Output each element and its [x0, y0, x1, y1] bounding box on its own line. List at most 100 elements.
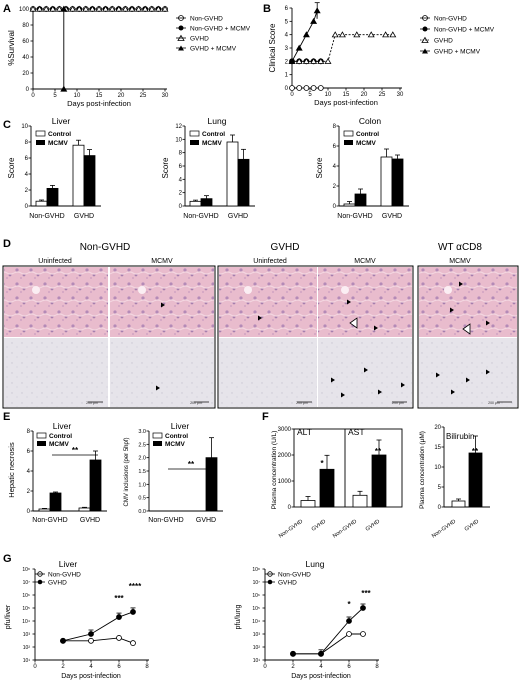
d-arrowhead-icon — [466, 377, 470, 383]
d-group-frame — [417, 265, 519, 409]
d-arrowhead-icon — [341, 392, 345, 398]
f-ytick: 1000 — [278, 479, 292, 485]
c-group-labels: Non-GVHD GVHD Non-GVHD GVHD Non-GVHD GVH… — [29, 213, 402, 220]
d-arrowhead-icon — [451, 389, 455, 395]
c-liver-bar — [83, 155, 96, 207]
e-group-label: Non-GVHD — [32, 517, 67, 524]
e-necrosis-bar — [38, 508, 51, 512]
b-xtick: 25 — [379, 92, 386, 98]
g-liver-series-line — [62, 611, 134, 642]
c-ytick: 4 — [25, 172, 29, 178]
f-bili-title: Bilirubin — [446, 432, 474, 441]
a-point — [148, 5, 156, 12]
g-liver-sig2: **** — [129, 582, 142, 591]
c-legend-item: MCMV — [48, 140, 69, 147]
d-ihc-micrograph — [4, 338, 108, 407]
panel-a-label: A — [3, 3, 11, 15]
f-ylabel-right: Plasma concentration (μM) — [419, 431, 426, 509]
b-point — [295, 44, 303, 51]
d-arrowhead-icon — [486, 369, 490, 375]
f-left-frame — [293, 428, 403, 508]
a-ytick: 20 — [22, 71, 29, 77]
b-point — [389, 31, 397, 38]
f-ytick: 3000 — [278, 427, 292, 433]
e-left-title: Liver — [53, 421, 72, 431]
e-ytick: 8 — [27, 429, 31, 435]
a-point — [121, 5, 129, 12]
e-legend-item: MCMV — [165, 441, 186, 448]
d-open-arrow-icon — [462, 323, 471, 335]
b-xtick: 30 — [397, 92, 404, 98]
d-scale-label: 200 μm — [86, 401, 98, 405]
c-lung-yticks: 0 2 4 6 8 10 12 — [175, 124, 182, 210]
a-point — [108, 5, 116, 12]
d-group-frame — [217, 265, 414, 409]
g-xtick: 6 — [347, 664, 351, 670]
d-arrowhead-icon — [459, 281, 463, 287]
e-ytick: 2.5 — [138, 442, 146, 448]
f-alt-bar — [319, 468, 335, 508]
d-he-micrograph — [4, 267, 108, 337]
g-ytick: 10² — [23, 645, 31, 651]
c-legend-item: Control — [356, 131, 379, 138]
panel-g-axes — [32, 568, 379, 663]
c-ytick: 8 — [179, 151, 183, 157]
a-point — [161, 5, 169, 12]
c-ylabel-lung: Score — [161, 157, 170, 178]
f-bili-bar — [451, 500, 466, 508]
panel-e-label: E — [3, 411, 10, 423]
c-liver-title: Liver — [52, 116, 71, 126]
d-arrowhead-icon — [401, 382, 405, 388]
e-ytick: 6 — [27, 449, 31, 455]
b-point — [338, 31, 346, 38]
panel-f-axes — [291, 426, 490, 508]
g-lung-xlabel: Days post-infection — [291, 673, 351, 680]
b-point — [302, 31, 310, 38]
g-xtick: 0 — [263, 664, 267, 670]
panel-a-xlabel: Days post-infection — [67, 99, 131, 108]
g-xtick: 0 — [33, 664, 37, 670]
panel-a-legend: Non-GVHD Non-GVHD + MCMV GVHD GVHD + MCM… — [176, 15, 251, 53]
c-legend-item: MCMV — [202, 140, 223, 147]
g-xtick: 2 — [291, 664, 295, 670]
d-vessel — [138, 286, 146, 294]
f-ytick: 0 — [288, 505, 292, 511]
f-ytick: 15 — [434, 445, 441, 451]
c-lung-bar — [226, 141, 239, 207]
f-ytick: 10 — [434, 465, 441, 471]
g-legend-item: GVHD — [48, 580, 67, 587]
c-ytick: 12 — [175, 124, 182, 130]
g-liver-point — [88, 637, 94, 644]
a-xtick: 15 — [96, 93, 103, 99]
g-ytick: 10³ — [23, 632, 31, 638]
g-lung-series-line — [293, 607, 364, 655]
d-header-gvhd: GVHD — [271, 242, 300, 253]
d-subheader: MCMV — [151, 258, 173, 265]
a-xtick: 20 — [118, 93, 125, 99]
d-he-micrograph — [318, 267, 412, 337]
c-liver-bar — [35, 200, 48, 207]
d-arrowhead-icon — [450, 307, 454, 313]
d-ihc-micrograph — [419, 338, 517, 407]
a-point — [60, 5, 68, 12]
a-point — [115, 5, 123, 12]
c-ytick: 0 — [333, 204, 337, 210]
a-point — [60, 85, 68, 92]
b-xtick: 0 — [290, 92, 294, 98]
d-arrowhead-icon — [161, 302, 165, 308]
b-legend-item: Non-GVHD + MCMV — [434, 27, 495, 34]
f-group-label: Non-GVHD — [278, 519, 304, 540]
f-ast-sig: ** — [375, 447, 382, 456]
d-header-wtcd8: WT αCD8 — [438, 242, 482, 253]
d-vessel — [444, 286, 452, 294]
b-point — [317, 85, 324, 91]
d-arrowhead-icon — [347, 299, 351, 305]
panel-a-ylabel: %Survival — [7, 30, 16, 66]
f-alt-bar — [300, 500, 316, 508]
f-group-label: Non-GVHD — [431, 519, 457, 540]
b-point — [310, 17, 318, 24]
d-scale-label: 200 μm — [190, 401, 202, 405]
e-left-ylabel: Hepatic necrosis — [7, 442, 16, 498]
f-ytick: 2000 — [278, 453, 292, 459]
